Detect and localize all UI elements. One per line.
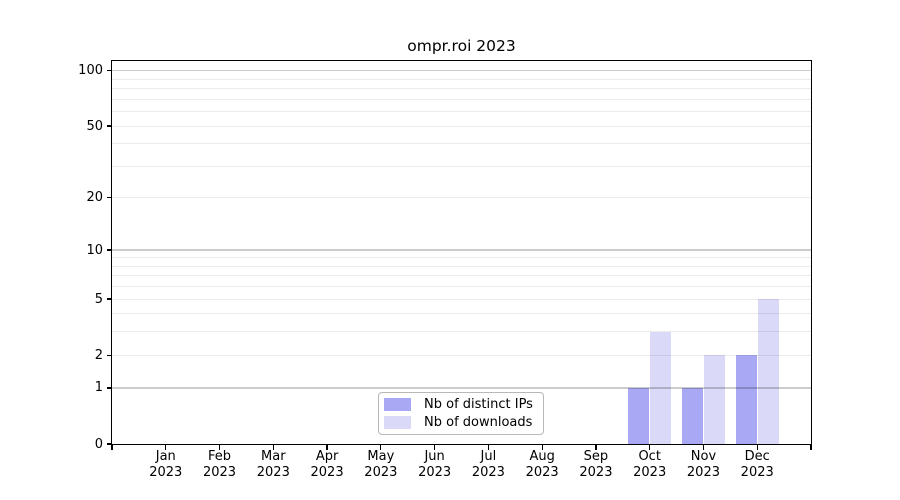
y-tick-5 (106, 298, 112, 300)
x-tick-label-jul: Jul 2023 (471, 449, 505, 480)
y-tick-2 (106, 354, 112, 356)
legend: Nb of distinct IPs Nb of downloads (378, 392, 544, 435)
bar-downloads-dec (757, 299, 779, 444)
x-tick-4 (326, 445, 328, 450)
y-tick-label-100: 100 (78, 63, 103, 79)
x-tick-label-aug: Aug 2023 (525, 449, 559, 480)
x-tick-10 (649, 445, 651, 450)
x-tick-3 (272, 445, 274, 450)
gridline-minor-60 (112, 111, 811, 113)
y-tick-10 (106, 249, 112, 251)
y-tick-label-10: 10 (86, 242, 103, 258)
gridline-minor-2 (112, 354, 811, 356)
legend-swatch-distinct-ips (384, 398, 411, 412)
x-tick-9 (595, 445, 597, 450)
bar-distinct-ips-oct (628, 387, 650, 444)
bar-downloads-nov (703, 355, 725, 444)
gridline-minor-50 (112, 125, 811, 127)
x-tick-11 (702, 445, 705, 450)
gridline-minor-70 (112, 98, 811, 100)
y-tick-label-50: 50 (86, 118, 103, 134)
gridline-major-1 (112, 387, 811, 389)
legend-item-distinct-ips: Nb of distinct IPs (384, 397, 543, 413)
x-tick-6 (433, 445, 436, 450)
x-tick-13 (810, 445, 812, 450)
y-tick-label-2: 2 (94, 347, 103, 363)
y-tick-label-0: 0 (94, 436, 103, 452)
gridline-minor-80 (112, 88, 811, 90)
y-tick-label-5: 5 (94, 291, 103, 307)
x-tick-12 (756, 445, 758, 450)
gridline-minor-40 (112, 143, 811, 145)
x-tick-1 (165, 445, 167, 450)
gridline-minor-7 (112, 275, 811, 277)
x-tick-7 (487, 445, 490, 450)
x-tick-label-mar: Mar 2023 (256, 449, 290, 480)
x-tick-label-feb: Feb 2023 (202, 449, 237, 480)
chart-title: ompr.roi 2023 (407, 37, 516, 55)
x-tick-8 (541, 445, 543, 450)
gridline-minor-5 (112, 298, 811, 300)
gridline-minor-8 (112, 265, 811, 267)
bar-downloads-oct (650, 331, 672, 444)
x-tick-label-sep: Sep 2023 (579, 449, 613, 480)
x-tick-label-nov: Nov 2023 (686, 449, 720, 480)
x-tick-0 (111, 445, 113, 450)
y-tick-20 (106, 197, 112, 199)
y-tick-1 (106, 387, 112, 389)
x-tick-5 (380, 445, 382, 450)
legend-swatch-downloads (384, 415, 411, 429)
gridline-minor-20 (112, 197, 811, 199)
gridline-major-10 (112, 249, 811, 251)
gridline-minor-90 (112, 78, 811, 80)
x-tick-label-oct: Oct 2023 (633, 449, 667, 480)
gridline-minor-6 (112, 286, 811, 288)
bar-distinct-ips-nov (681, 387, 703, 444)
gridline-minor-4 (112, 313, 811, 315)
bar-distinct-ips-dec (735, 355, 757, 444)
y-tick-100 (106, 70, 112, 72)
legend-item-downloads: Nb of downloads (384, 414, 543, 430)
x-tick-label-dec: Dec 2023 (740, 449, 774, 480)
legend-label-distinct-ips: Nb of distinct IPs (424, 397, 533, 413)
x-tick-label-jan: Jan 2023 (149, 449, 183, 480)
legend-label-downloads: Nb of downloads (424, 414, 533, 430)
gridline-minor-3 (112, 331, 811, 333)
y-tick-0 (106, 443, 112, 445)
gridline-minor-9 (112, 257, 811, 259)
y-tick-50 (106, 125, 112, 127)
x-tick-2 (218, 445, 221, 450)
y-tick-label-1: 1 (94, 380, 103, 396)
x-tick-label-jun: Jun 2023 (418, 449, 452, 480)
x-tick-label-may: May 2023 (364, 449, 398, 480)
x-tick-label-apr: Apr 2023 (310, 449, 344, 480)
gridline-minor-30 (112, 165, 811, 167)
gridline-major-100 (112, 70, 811, 72)
y-tick-label-20: 20 (86, 190, 103, 206)
